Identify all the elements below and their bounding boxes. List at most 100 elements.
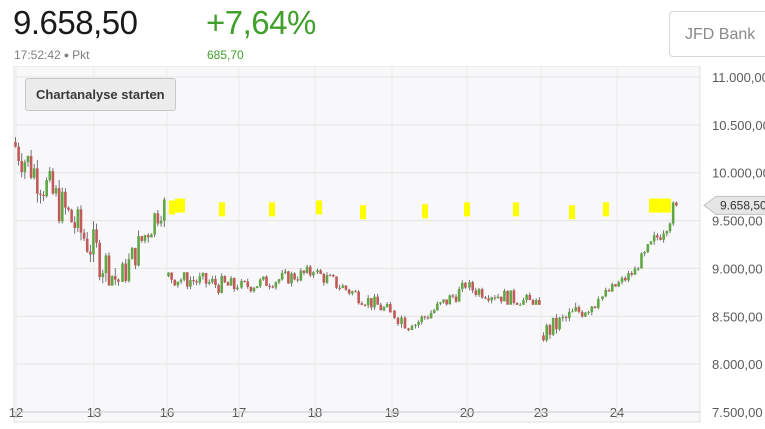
candle-body [617, 282, 621, 287]
candle-body [283, 271, 287, 273]
candle-body [150, 234, 153, 238]
y-tick-label: 9.000,00 [712, 261, 763, 276]
candle-body [305, 266, 309, 273]
chart-analysis-button[interactable]: Chartanalyse starten [25, 78, 176, 111]
candle-body [429, 312, 433, 319]
candle-body [671, 202, 675, 224]
candle-body [85, 238, 89, 252]
highlight-mark [513, 202, 519, 217]
candle-body [236, 287, 239, 290]
candle-body [662, 233, 665, 240]
candle-body [545, 325, 549, 341]
candle-body [29, 156, 33, 178]
candle-body [534, 300, 538, 305]
candle-body [240, 280, 243, 288]
change-absolute: 685,70 [207, 48, 244, 62]
candle-body [420, 316, 424, 322]
candle-body [153, 213, 156, 235]
candle-body [229, 278, 233, 286]
candle-body [127, 259, 131, 281]
highlight-mark [175, 198, 185, 213]
candle-body [162, 199, 166, 221]
candle-body [101, 273, 105, 278]
candle-body [32, 168, 36, 178]
highlight-mark [316, 200, 322, 215]
candle-body [382, 307, 386, 311]
candle-body [400, 317, 403, 324]
candle-body [140, 236, 144, 241]
candle-body [246, 281, 250, 287]
candle-body [201, 273, 205, 277]
chart-area[interactable]: 11.000,00 10.500,00 10.000,00 9.500,00 9.000… [0, 66, 765, 429]
candle-body [121, 263, 124, 282]
candle-body [302, 270, 306, 273]
candle-body [593, 306, 597, 308]
candle-body [82, 232, 86, 239]
candle-body [538, 300, 541, 305]
candle-body [36, 168, 39, 194]
candle-body [134, 247, 137, 266]
candlestick-chart[interactable]: 11.000,00 10.500,00 10.000,00 9.500,00 9.000… [0, 66, 765, 429]
highlight-mark [219, 202, 225, 217]
candle-body [23, 162, 27, 173]
candle-body [665, 231, 669, 234]
candle-body [584, 312, 587, 317]
candle-body [471, 282, 474, 291]
candle-body [464, 282, 467, 288]
candle-body [580, 311, 584, 317]
candle-body [555, 317, 558, 330]
candle-body [67, 207, 70, 210]
candle-body [646, 244, 650, 253]
candle-body [51, 171, 55, 194]
candle-body [268, 285, 271, 287]
candle-body [293, 273, 296, 280]
candle-body [335, 276, 338, 288]
candle-body [73, 222, 77, 228]
candle-body [156, 213, 160, 224]
candle-body [426, 317, 430, 319]
candle-body [76, 209, 80, 228]
candle-body [290, 273, 293, 284]
candle-body [117, 279, 120, 282]
candle-body [271, 286, 275, 288]
quote-meta: 17:52:42 ● Pkt [14, 48, 90, 62]
candle-body [274, 282, 278, 288]
highlight-mark [169, 200, 175, 215]
candle-body [189, 280, 192, 287]
candle-body [596, 299, 600, 308]
candle-body [95, 229, 98, 243]
candle-body [515, 302, 519, 305]
candle-body [70, 209, 73, 223]
candle-body [243, 280, 246, 282]
candle-body [312, 272, 315, 276]
y-tick-label: 7.500,00 [712, 405, 763, 420]
candle-body [357, 291, 360, 304]
candle-body [167, 272, 170, 277]
broker-button[interactable]: JFD Bank [669, 11, 765, 57]
plot-background [13, 66, 701, 423]
candle-body [649, 241, 653, 245]
quote-time: 17:52:42 [14, 48, 61, 62]
candle-body [506, 290, 509, 305]
candle-body [393, 310, 396, 318]
candle-body [460, 282, 464, 290]
candle-body [610, 284, 614, 292]
candle-body [207, 282, 211, 284]
candle-body [522, 300, 525, 305]
candle-body [548, 325, 552, 335]
candle-body [574, 307, 578, 312]
last-price: 9.658,50 [13, 4, 138, 41]
candle-body [643, 252, 646, 254]
candle-body [439, 302, 442, 304]
candle-body [42, 194, 45, 197]
candle-body [20, 161, 24, 173]
candle-body [551, 317, 555, 335]
y-tick-label: 8.500,00 [712, 309, 763, 324]
candle-body [107, 255, 111, 286]
candle-body [204, 273, 208, 284]
candle-body [341, 285, 345, 288]
candle-body [403, 317, 407, 329]
candle-body [265, 276, 268, 286]
candle-body [370, 298, 373, 308]
candle-body [223, 276, 227, 283]
